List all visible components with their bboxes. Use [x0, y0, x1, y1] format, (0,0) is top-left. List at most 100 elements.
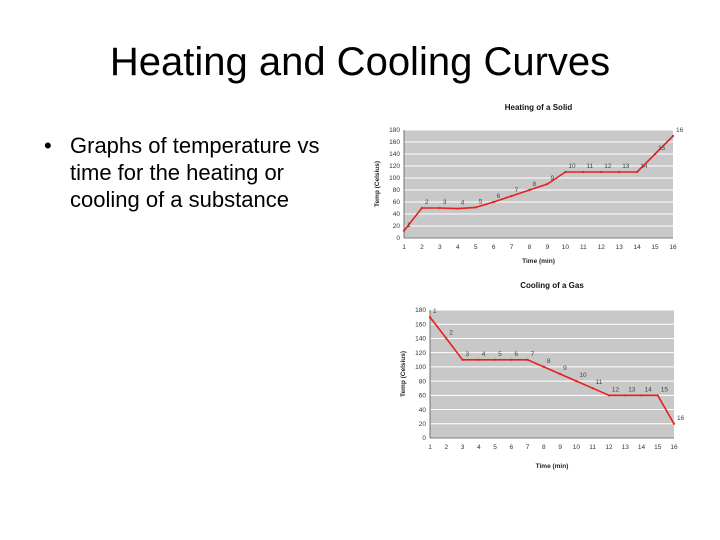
x-tick-label: 2: [420, 244, 424, 251]
data-point: [438, 206, 441, 210]
slide-title: Heating and Cooling Curves: [109, 40, 611, 84]
x-tick-label: 6: [492, 244, 496, 251]
data-point: [542, 365, 545, 368]
point-label: 11: [596, 379, 603, 386]
point-label: 9: [563, 365, 567, 372]
x-tick-label: 16: [670, 444, 678, 451]
data-point: [477, 358, 480, 361]
x-tick-label: 12: [605, 444, 613, 451]
point-label: 4: [461, 200, 465, 207]
point-label: 14: [644, 386, 652, 393]
plot-area: [404, 130, 673, 238]
x-tick-label: 4: [477, 444, 481, 451]
data-point: [591, 387, 594, 390]
y-tick-label: 100: [415, 364, 426, 371]
data-point: [564, 170, 567, 174]
data-point: [624, 394, 627, 397]
point-label: 1: [407, 222, 411, 229]
data-point: [402, 229, 406, 232]
data-point: [428, 316, 432, 319]
point-label: 9: [550, 175, 554, 182]
data-point: [445, 337, 448, 340]
y-tick-label: 0: [422, 435, 426, 442]
x-tick-label: 9: [558, 444, 562, 451]
y-tick-label: 120: [389, 163, 400, 170]
point-label: 13: [628, 386, 636, 393]
bullet-item: • Graphs of temperature vs time for the …: [44, 132, 344, 213]
x-tick-label: 9: [546, 244, 550, 251]
cooling-chart: Cooling of a Gas 0 20 40 60 80 100 120 140 160 180…: [400, 281, 685, 470]
x-tick-label: 2: [444, 444, 448, 451]
x-tick-label: 13: [622, 444, 630, 451]
y-tick-label: 160: [415, 321, 426, 328]
point-label: 7: [515, 187, 519, 194]
chart-title: Heating of a Solid: [505, 103, 573, 112]
x-axis-label: Time (min): [536, 463, 569, 470]
y-tick-label: 120: [415, 350, 426, 357]
data-point: [510, 194, 513, 198]
point-label: 10: [568, 163, 576, 170]
x-tick-label: 16: [669, 244, 677, 251]
y-tick-label: 60: [419, 393, 427, 400]
data-point: [607, 394, 611, 397]
x-tick-label: 5: [474, 244, 478, 251]
point-label: 2: [425, 199, 429, 206]
data-point: [526, 358, 529, 361]
data-point: [510, 358, 513, 361]
data-point: [456, 207, 459, 210]
data-point: [474, 206, 477, 209]
x-tick-label: 7: [510, 244, 514, 251]
series-line: [429, 316, 675, 425]
x-tick-label: 8: [542, 444, 546, 451]
y-axis-label: Temp (Celsius): [400, 351, 407, 397]
point-label: 7: [531, 351, 535, 358]
data-point: [653, 152, 657, 156]
x-tick-label: 10: [562, 244, 570, 251]
point-label: 16: [677, 415, 685, 422]
x-tick-label: 1: [428, 444, 432, 451]
y-tick-label: 160: [389, 139, 400, 146]
y-tick-label: 20: [419, 421, 427, 428]
x-tick-label: 10: [573, 444, 581, 451]
data-point: [640, 394, 643, 397]
point-label: 10: [579, 372, 587, 379]
x-tick-label: 11: [580, 244, 587, 251]
y-tick-label: 80: [393, 187, 401, 194]
y-tick-label: 60: [393, 199, 401, 206]
y-tick-label: 180: [415, 307, 426, 314]
point-label: 16: [676, 127, 684, 134]
point-label: 5: [479, 198, 483, 205]
data-point: [618, 170, 621, 174]
x-tick-label: 6: [510, 444, 514, 451]
x-tick-label: 5: [493, 444, 497, 451]
data-point: [656, 394, 659, 397]
point-label: 3: [466, 351, 470, 358]
plot-area: [430, 310, 674, 438]
point-label: 4: [482, 351, 486, 358]
x-tick-label: 4: [456, 244, 460, 251]
data-point: [600, 170, 603, 174]
data-point: [575, 380, 578, 383]
y-tick-label: 180: [389, 127, 400, 134]
data-point: [559, 372, 562, 376]
series-line: [403, 135, 674, 232]
point-label: 15: [658, 145, 666, 152]
y-tick-label: 0: [396, 235, 400, 242]
y-tick-label: 140: [389, 151, 400, 158]
x-axis-label: Time (min): [522, 258, 555, 265]
heating-chart: Heating of a Solid 0 20 40 60 80 100 120 140 160 1…: [374, 103, 684, 265]
point-label: 3: [443, 199, 447, 206]
point-label: 11: [586, 163, 593, 170]
data-point: [671, 134, 675, 138]
y-tick-label: 100: [389, 175, 400, 182]
y-tick-label: 40: [419, 407, 427, 414]
x-tick-label: 15: [651, 244, 659, 251]
x-tick-label: 11: [589, 444, 596, 451]
y-tick-label: 140: [415, 336, 426, 343]
data-point: [420, 206, 424, 210]
y-tick-label: 40: [393, 211, 401, 218]
data-point: [461, 358, 464, 361]
data-point: [493, 358, 497, 361]
x-tick-label: 8: [528, 244, 532, 251]
x-tick-label: 12: [598, 244, 606, 251]
